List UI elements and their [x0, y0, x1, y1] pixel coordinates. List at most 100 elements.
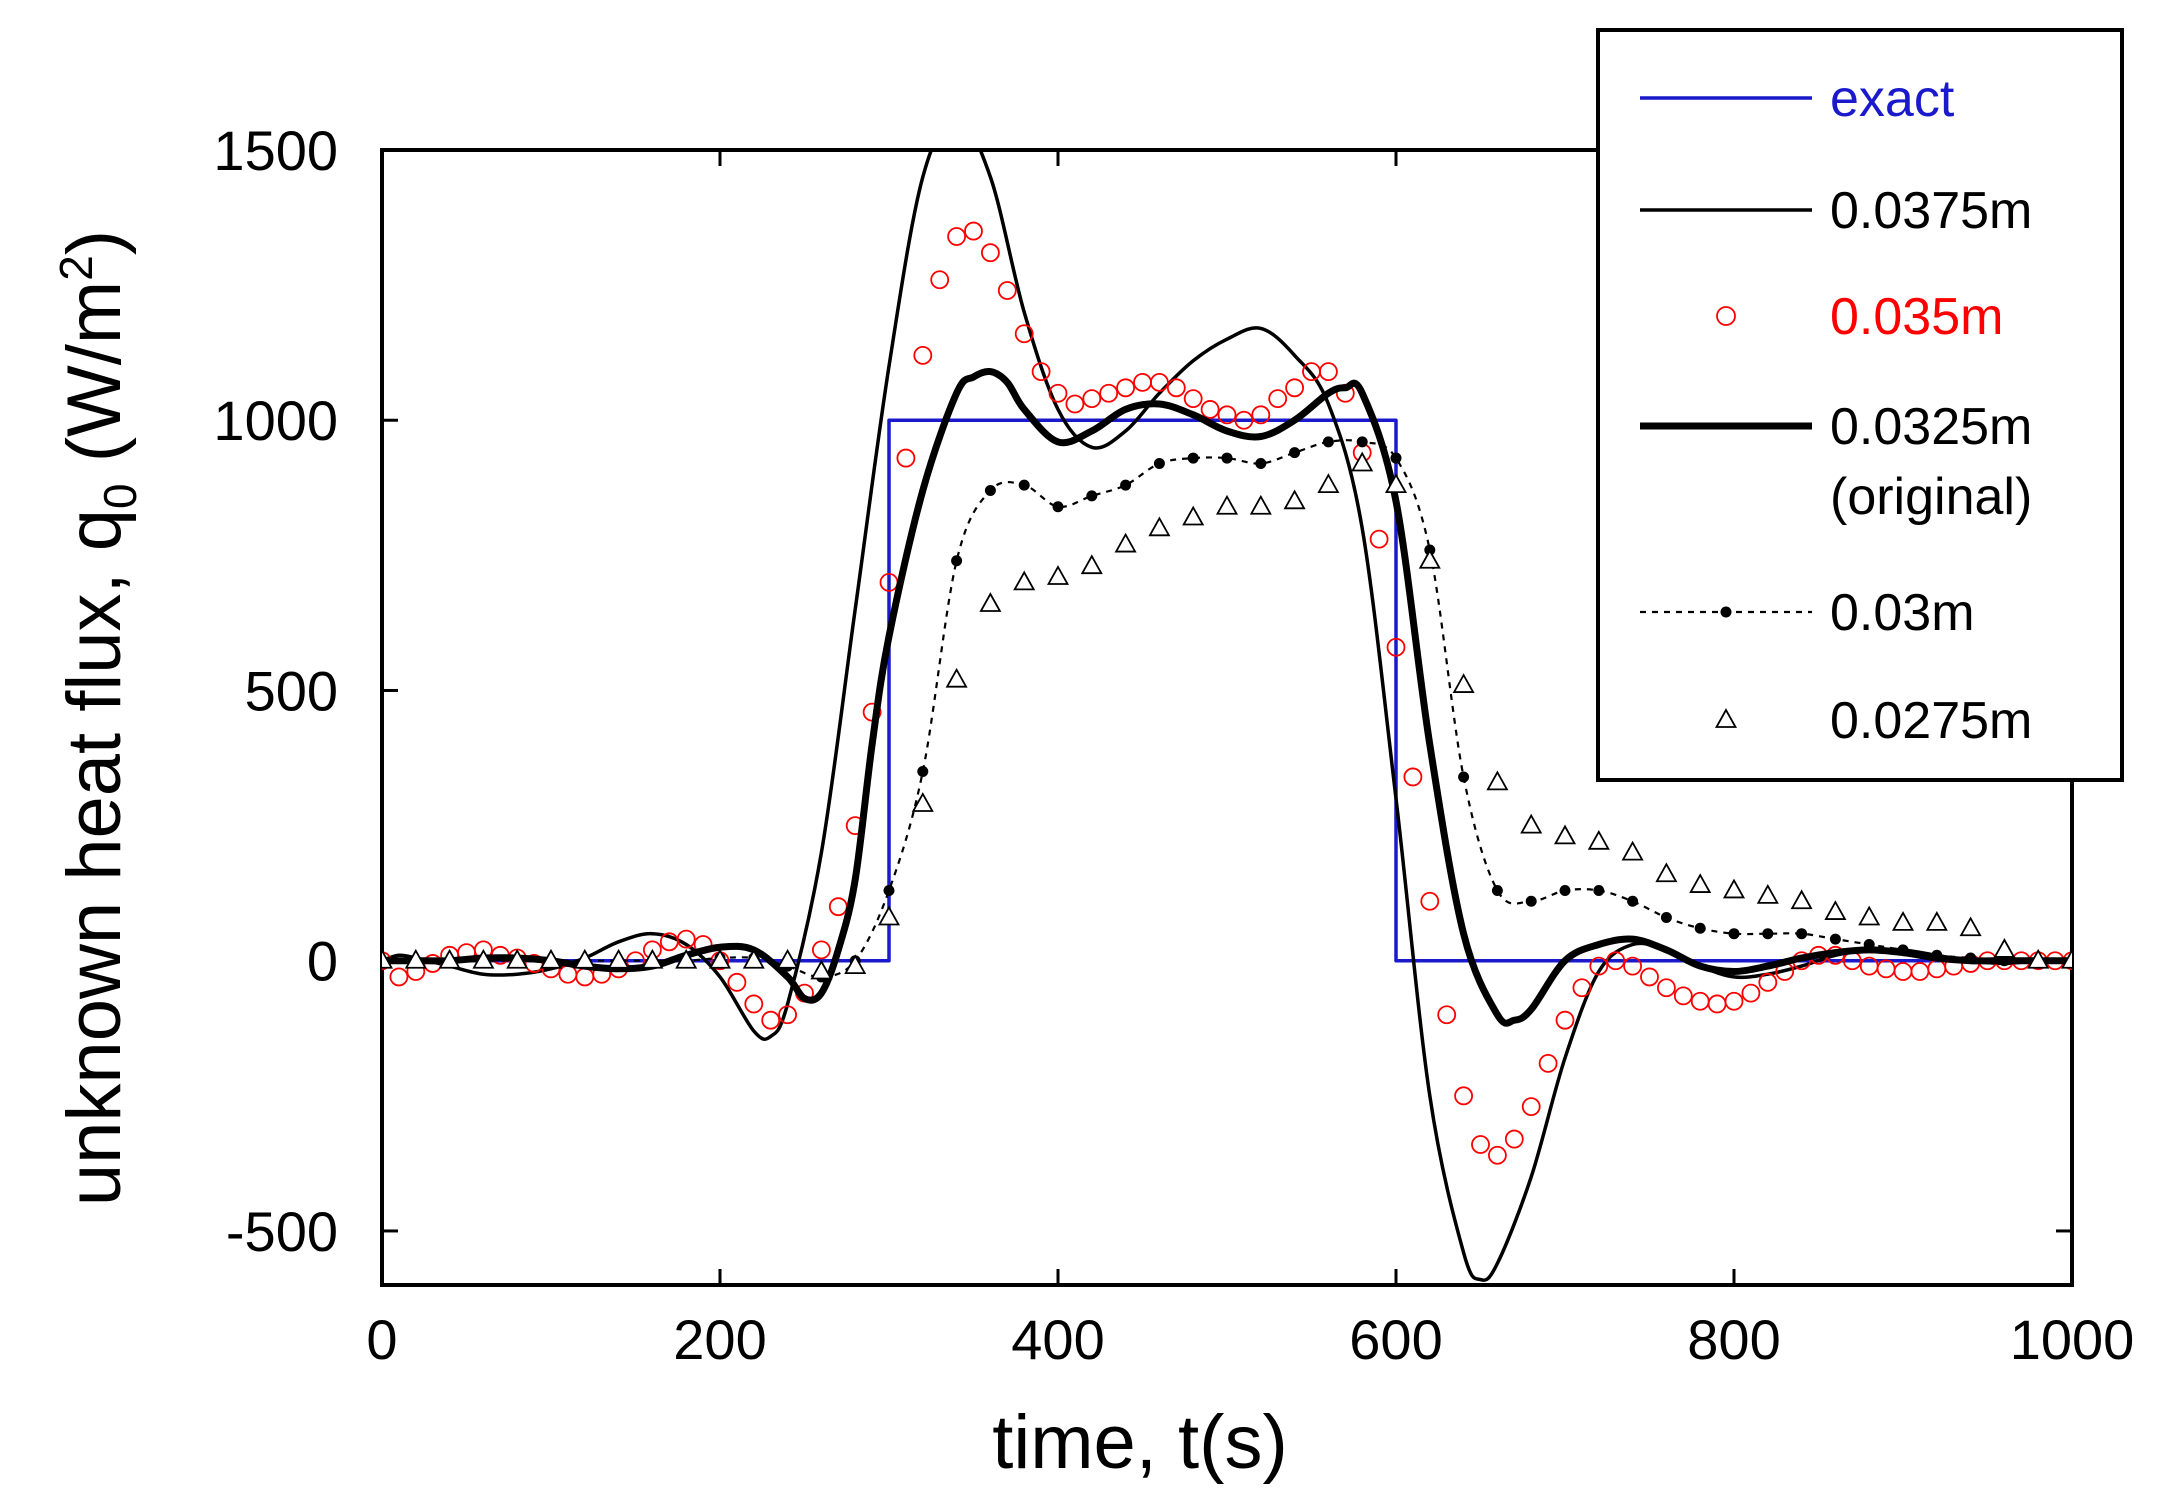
- data-point-dot: [984, 485, 996, 496]
- data-point-dot: [1086, 490, 1098, 502]
- legend-label: 0.03m: [1830, 584, 1975, 642]
- data-point-circle: [1082, 389, 1102, 409]
- data-point-triangle: [675, 948, 698, 969]
- data-point-circle: [930, 270, 950, 290]
- data-point-triangle: [1249, 494, 1272, 515]
- data-point-circle: [1640, 967, 1659, 987]
- series-0-0325m: [382, 367, 2072, 1027]
- data-point-circle: [997, 281, 1017, 300]
- data-point-dot: [1728, 928, 1740, 940]
- data-point-triangle: [1756, 884, 1779, 904]
- data-point-triangle: [1486, 770, 1509, 791]
- data-point-triangle: [1215, 494, 1239, 515]
- x-tick-labels: 0 200 400 600 800 1000: [366, 1308, 2134, 1371]
- data-point-circle: [1183, 389, 1203, 409]
- data-point-dot: [1187, 452, 1199, 464]
- legend-entry: exact: [1640, 70, 1955, 128]
- data-point-circle: [558, 964, 578, 984]
- legend-label: 0.035m: [1830, 288, 2003, 346]
- data-point-triangle: [844, 954, 867, 975]
- y-tick-label: 1000: [213, 389, 338, 452]
- data-point-circle: [1876, 959, 1896, 979]
- data-point-triangle: [1891, 911, 1915, 931]
- data-point-triangle: [1655, 862, 1678, 883]
- data-point-triangle: [573, 948, 596, 969]
- data-point-triangle: [1080, 554, 1103, 575]
- y-axis-title: unknown heat flux, q0 (W/m2): [50, 230, 146, 1206]
- data-point-circle: [1521, 1097, 1541, 1117]
- data-point-circle: [1454, 1086, 1473, 1106]
- data-point-circle: [1690, 991, 1710, 1011]
- data-point-circle: [1538, 1054, 1558, 1073]
- data-point-dot: [1221, 452, 1233, 464]
- data-point-circle: [1200, 400, 1220, 419]
- data-point-triangle: [1858, 905, 1881, 926]
- data-point-dot: [1998, 955, 2010, 967]
- data-point-circle: [1285, 378, 1304, 398]
- data-point-circle: [947, 227, 966, 246]
- data-point-triangle: [1587, 829, 1610, 850]
- data-point-dot: [1289, 447, 1301, 459]
- data-point-triangle: [1790, 889, 1813, 910]
- data-point-dot: [1525, 895, 1537, 907]
- data-point-circle: [1420, 891, 1440, 911]
- legend-box: [1596, 28, 2124, 782]
- data-point-circle: [524, 954, 544, 973]
- data-point-circle: [812, 940, 831, 960]
- data-point-triangle: [979, 592, 1002, 612]
- x-tick-label: 0: [366, 1308, 397, 1371]
- data-point-triangle: [911, 792, 934, 812]
- data-point-triangle: [506, 948, 529, 969]
- data-point-circle: [1589, 956, 1609, 976]
- data-point-dot: [1593, 884, 1605, 896]
- data-point-dot: [1120, 479, 1132, 491]
- data-point-circle: [1606, 951, 1626, 971]
- data-point-triangle: [1046, 565, 1070, 585]
- legend: exact 0.0375m 0.035m 0.0325m (original) 0.03m…: [1596, 28, 2124, 782]
- y-tick-labels: -500 0 500 1000 1500: [213, 119, 338, 1263]
- legend-entry: 0.0275m: [1714, 692, 2032, 750]
- data-point-circle: [727, 972, 747, 992]
- series-0-0375m: [382, 150, 2072, 1282]
- data-point-circle: [1099, 383, 1119, 403]
- data-point-triangle: [1553, 824, 1577, 845]
- data-point-dot: [1863, 939, 1875, 950]
- data-point-circle: [1319, 362, 1338, 381]
- legend-entry: 0.0375m: [1640, 182, 2032, 240]
- data-point-dot: [1796, 928, 1808, 940]
- data-point-dot: [951, 555, 963, 567]
- data-point-triangle: [877, 905, 901, 926]
- data-point-triangle: [776, 948, 799, 969]
- data-point-dot: [1255, 457, 1267, 469]
- y-tick-label: -500: [226, 1200, 338, 1263]
- data-point-triangle: [1283, 489, 1306, 510]
- data-point-circle: [1150, 373, 1169, 392]
- data-point-circle: [896, 448, 916, 468]
- x-tick-label: 200: [673, 1308, 766, 1371]
- data-point-triangle: [1317, 473, 1340, 493]
- data-point-circle: [964, 221, 983, 241]
- data-point-circle: [1673, 986, 1693, 1006]
- x-tick-label: 1000: [2010, 1308, 2135, 1371]
- data-point-dot: [1018, 479, 1030, 491]
- data-point-dot: [1356, 436, 1368, 448]
- data-point-dot: [1931, 949, 1943, 961]
- data-point-circle: [1369, 529, 1389, 549]
- data-point-circle: [981, 243, 1000, 263]
- series-line: [382, 150, 2072, 1282]
- data-point-circle: [1014, 324, 1034, 344]
- data-point-circle: [1471, 1135, 1490, 1154]
- legend-triangle-swatch: [1714, 708, 1738, 728]
- data-point-triangle: [1959, 916, 1982, 937]
- data-point-triangle: [1114, 532, 1137, 553]
- data-point-triangle: [404, 948, 427, 969]
- data-point-dot: [883, 884, 895, 896]
- data-point-circle: [1166, 378, 1186, 398]
- series-line: [382, 418, 2072, 963]
- data-point-circle: [1724, 991, 1744, 1011]
- legend-entry: 0.035m: [1716, 288, 2003, 346]
- data-point-circle: [1065, 394, 1085, 414]
- data-point-dot: [917, 766, 929, 778]
- data-point-circle: [1657, 978, 1676, 998]
- data-point-triangle: [1351, 451, 1374, 472]
